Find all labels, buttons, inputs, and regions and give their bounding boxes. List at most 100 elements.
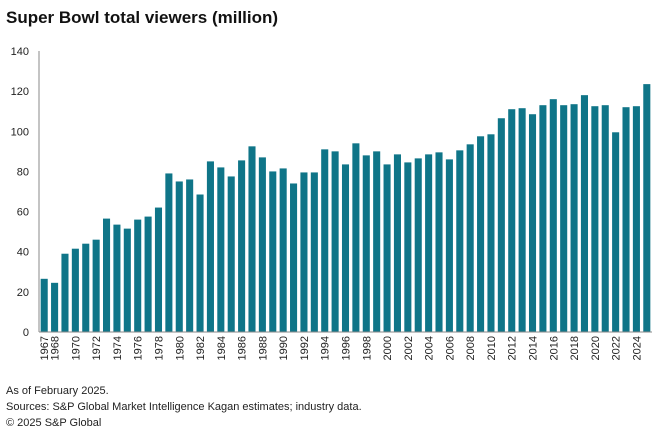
bar-1977	[144, 216, 152, 332]
x-tick-label: 2024	[631, 336, 643, 360]
x-tick-label: 1970	[70, 336, 82, 360]
x-tick-label: 2006	[444, 336, 456, 360]
bar-2003	[414, 158, 422, 332]
bar-2001	[393, 154, 401, 332]
x-tick-label: 1984	[216, 336, 228, 360]
bar-2002	[404, 162, 412, 332]
x-tick-label: 1988	[257, 336, 269, 360]
x-tick-label: 2002	[403, 336, 415, 360]
bar-2011	[497, 118, 505, 333]
bar-2007	[456, 150, 464, 332]
y-tick-label: 140	[11, 46, 29, 58]
bar-1973	[103, 218, 111, 332]
x-tick-label: 1996	[341, 336, 353, 360]
bar-1981	[186, 179, 194, 332]
x-tick-label: 1992	[299, 336, 311, 360]
x-tick-label: 1968	[50, 336, 62, 360]
x-tick-label: 1974	[112, 336, 124, 360]
bar-1989	[269, 171, 277, 332]
y-tick-label: 120	[11, 86, 29, 98]
bar-1984	[217, 167, 225, 332]
bar-2022	[612, 132, 620, 332]
bar-1976	[134, 219, 142, 332]
x-tick-label: 1976	[133, 336, 145, 360]
y-tick-label: 80	[17, 166, 29, 178]
chart-title: Super Bowl total viewers (million)	[6, 8, 279, 27]
x-tick-label: 2008	[465, 336, 477, 360]
bar-1967	[40, 278, 48, 332]
x-tick-label: 1994	[320, 336, 332, 360]
x-tick-label: 2020	[590, 336, 602, 360]
x-tick-label: 2012	[507, 336, 519, 360]
bar-1997	[352, 143, 360, 332]
bar-2014	[528, 114, 537, 332]
bar-2013	[518, 108, 526, 332]
bar-2012	[508, 109, 516, 333]
bar-2009	[477, 136, 485, 332]
bar-1996	[341, 164, 350, 332]
footnote-copyright: © 2025 S&P Global	[6, 417, 102, 429]
x-tick-label: 1986	[237, 336, 249, 360]
x-tick-label: 2016	[548, 336, 560, 360]
x-tick-label: 2010	[486, 336, 498, 360]
bar-1992	[300, 172, 308, 332]
x-tick-label: 1972	[91, 336, 103, 360]
x-tick-label: 1982	[195, 336, 207, 360]
bar-2008	[466, 144, 474, 332]
x-tick-label: 2018	[569, 336, 581, 360]
bar-2020	[591, 106, 599, 332]
y-tick-label: 40	[17, 247, 29, 259]
bar-1999	[373, 151, 381, 332]
bar-1998	[362, 155, 370, 332]
bar-2010	[487, 134, 495, 332]
bar-1974	[113, 224, 121, 332]
bar-1993	[310, 172, 318, 332]
bar-1985	[227, 176, 235, 332]
x-tick-label: 1967	[39, 336, 51, 360]
bar-1970	[71, 248, 79, 332]
y-axis: 0 20 40 60 80 100 120 140	[11, 46, 40, 339]
bar-1990	[279, 168, 287, 332]
y-tick-label: 0	[23, 327, 29, 339]
bar-1969	[61, 253, 69, 332]
bar-series	[40, 84, 651, 333]
bar-1995	[331, 151, 339, 332]
y-tick-label: 100	[11, 126, 29, 138]
bar-2021	[601, 105, 609, 332]
bar-2000	[383, 164, 391, 332]
bar-1971	[82, 243, 90, 332]
bar-2016	[549, 99, 557, 332]
bar-2024	[632, 106, 640, 332]
x-tick-label: 1980	[174, 336, 186, 360]
bar-1978	[154, 207, 163, 332]
bar-1980	[175, 181, 183, 332]
bar-1986	[238, 160, 246, 332]
bar-2023	[622, 107, 630, 332]
x-tick-label: 1998	[361, 336, 373, 360]
bar-2004	[425, 154, 433, 332]
x-tick-label: 2004	[424, 336, 436, 360]
bar-1988	[258, 157, 266, 332]
bar-1994	[321, 149, 329, 332]
footnote-date: As of February 2025.	[6, 385, 109, 397]
bar-1983	[206, 161, 214, 332]
y-tick-label: 20	[17, 287, 29, 299]
bar-2018	[570, 104, 578, 332]
bar-2006	[445, 159, 453, 332]
x-tick-label: 1978	[153, 336, 165, 360]
bar-2015	[539, 105, 547, 332]
bar-1972	[92, 239, 100, 332]
bar-2017	[560, 105, 568, 332]
x-tick-label: 1990	[278, 336, 290, 360]
bar-1991	[290, 183, 298, 332]
x-tick-label: 2014	[528, 336, 540, 360]
bar-1987	[248, 146, 256, 332]
y-tick-label: 60	[17, 207, 29, 219]
bar-2005	[435, 152, 443, 332]
bar-1979	[165, 173, 173, 332]
bar-1975	[123, 228, 131, 332]
footnote-sources: Sources: S&P Global Market Intelligence …	[6, 401, 362, 413]
x-tick-label: 2000	[382, 336, 394, 360]
